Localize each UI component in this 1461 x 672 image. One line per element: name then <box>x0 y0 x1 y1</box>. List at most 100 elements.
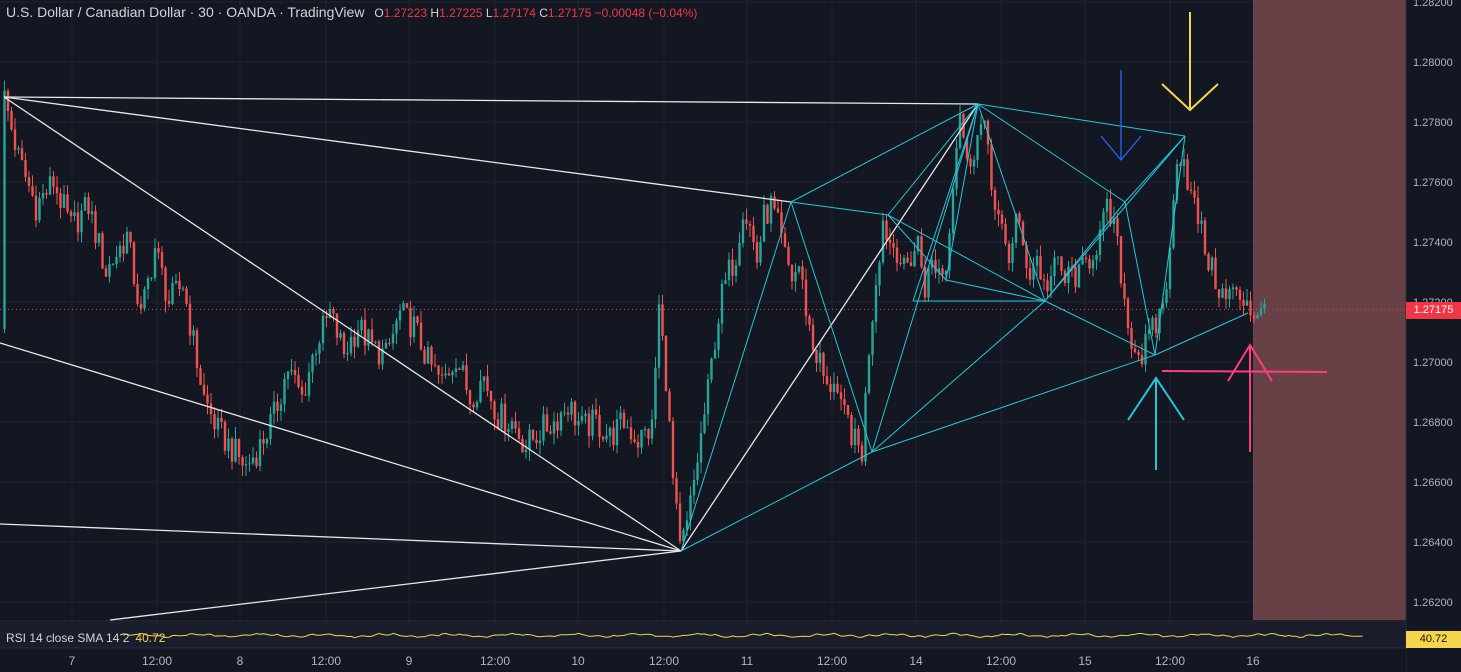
candle-body <box>311 355 314 373</box>
pattern-line <box>977 103 1046 302</box>
pattern-line <box>912 103 979 302</box>
candle-body <box>1035 256 1039 266</box>
candle-body <box>167 300 171 305</box>
candle-body <box>1245 300 1249 306</box>
candle-body <box>668 391 671 422</box>
candle-body <box>1098 229 1102 255</box>
candle-body <box>678 503 682 541</box>
candle-body <box>720 284 724 324</box>
price-tick-label: 1.28200 <box>1413 0 1453 9</box>
candle-body <box>220 417 223 422</box>
candle-body <box>643 429 647 431</box>
candle-body <box>1049 276 1053 292</box>
candle-body <box>503 403 507 433</box>
pattern-line <box>887 214 1046 302</box>
candle-body <box>447 373 451 376</box>
candle-body <box>423 349 426 364</box>
rsi-legend[interactable]: RSI 14 close SMA 14 2 40.72 <box>6 631 165 645</box>
candle-body <box>857 428 860 446</box>
candle-body <box>1217 289 1221 298</box>
candle-body <box>1102 211 1105 230</box>
time-tick-label: 9 <box>406 654 413 668</box>
candle-body <box>671 421 675 479</box>
candle-body <box>1046 280 1049 292</box>
candle-body <box>514 421 517 429</box>
candle-body <box>584 413 587 417</box>
low-value: 1.27174 <box>492 6 536 20</box>
candle-body <box>790 264 794 282</box>
candle-body <box>528 429 531 450</box>
candle-body <box>1116 218 1119 237</box>
time-tick-label: 8 <box>237 654 244 668</box>
time-axis-bg <box>0 648 1406 672</box>
candle-body <box>381 348 384 365</box>
candle-body <box>1112 218 1116 225</box>
candle-body <box>115 256 118 264</box>
time-tick-label: 12:00 <box>649 654 679 668</box>
candle-body <box>1042 279 1046 281</box>
candle-body <box>990 144 993 191</box>
candle-body <box>871 321 874 356</box>
candle-body <box>199 368 202 385</box>
candle-body <box>577 420 580 426</box>
candle-body <box>388 342 391 344</box>
candle-body <box>52 176 55 187</box>
candle-body <box>1011 242 1014 264</box>
candle-body <box>465 365 468 391</box>
pattern-line <box>887 214 947 281</box>
candle-body <box>185 288 188 304</box>
candle-body <box>321 315 325 344</box>
candle-body <box>87 197 90 215</box>
candle-body <box>395 320 398 334</box>
candle-body <box>601 436 605 440</box>
candle-body <box>426 347 430 364</box>
candle-body <box>888 239 892 244</box>
candle-body <box>1091 260 1095 269</box>
candle-body <box>895 247 899 263</box>
candle-body <box>1053 257 1056 277</box>
candle-body <box>258 439 262 467</box>
candle-body <box>710 358 713 380</box>
trend-line <box>109 550 682 621</box>
pattern-line <box>1044 201 1126 302</box>
candle-body <box>202 384 206 395</box>
candle-body <box>486 376 489 392</box>
candle-body <box>951 188 955 234</box>
candle-body <box>262 439 265 444</box>
candle-body <box>6 90 10 112</box>
candle-body <box>1242 299 1245 306</box>
candle-body <box>591 409 594 436</box>
price-tick-label: 1.28000 <box>1413 57 1453 69</box>
candle-body <box>1214 257 1217 290</box>
candle-body <box>580 416 584 421</box>
candle-body <box>307 372 311 396</box>
trend-line <box>0 342 682 552</box>
candle-body <box>1025 244 1028 269</box>
symbol-title[interactable]: U.S. Dollar / Canadian Dollar · 30 · OAN… <box>6 4 365 20</box>
candle-body <box>811 324 815 350</box>
candle-body <box>1014 213 1018 243</box>
change-value: −0.00048 (−0.04%) <box>594 6 698 20</box>
candle-body <box>223 421 227 451</box>
drawings <box>0 12 1328 621</box>
candle-body <box>1081 257 1084 265</box>
candle-body <box>353 336 356 347</box>
candle-body <box>405 303 409 308</box>
pattern-line <box>680 201 792 552</box>
candle-body <box>1172 200 1175 248</box>
candle-body <box>468 390 472 405</box>
pink-horizontal-line <box>1161 370 1328 373</box>
candle-body <box>1021 221 1025 245</box>
candle-body <box>1154 317 1158 334</box>
price-tick-label: 1.27800 <box>1413 117 1453 129</box>
candle-body <box>650 419 654 439</box>
arrow-head <box>1161 83 1219 112</box>
candle-body <box>867 355 871 393</box>
candle-body <box>325 315 328 318</box>
candle-body <box>1231 287 1235 290</box>
pattern-line <box>790 201 889 216</box>
candle-body <box>1252 315 1256 319</box>
candle-body <box>482 376 486 381</box>
price-tick-label: 1.26400 <box>1413 537 1453 549</box>
